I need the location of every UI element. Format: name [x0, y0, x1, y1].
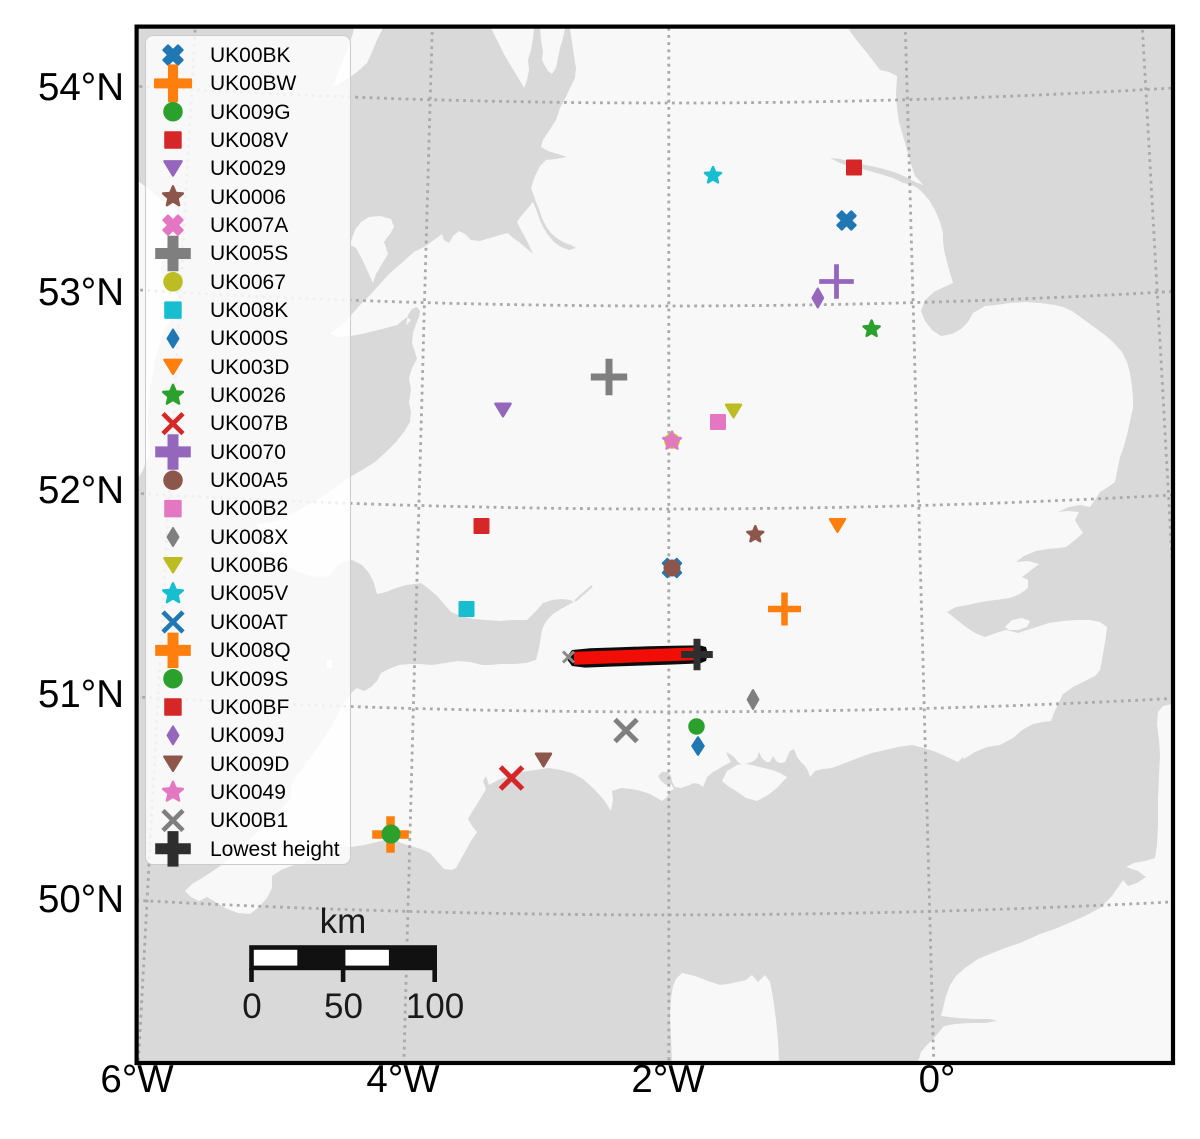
svg-text:0: 0 [242, 987, 261, 1026]
svg-text:100: 100 [406, 987, 464, 1026]
svg-text:50: 50 [324, 987, 363, 1026]
svg-text:km: km [320, 902, 367, 941]
